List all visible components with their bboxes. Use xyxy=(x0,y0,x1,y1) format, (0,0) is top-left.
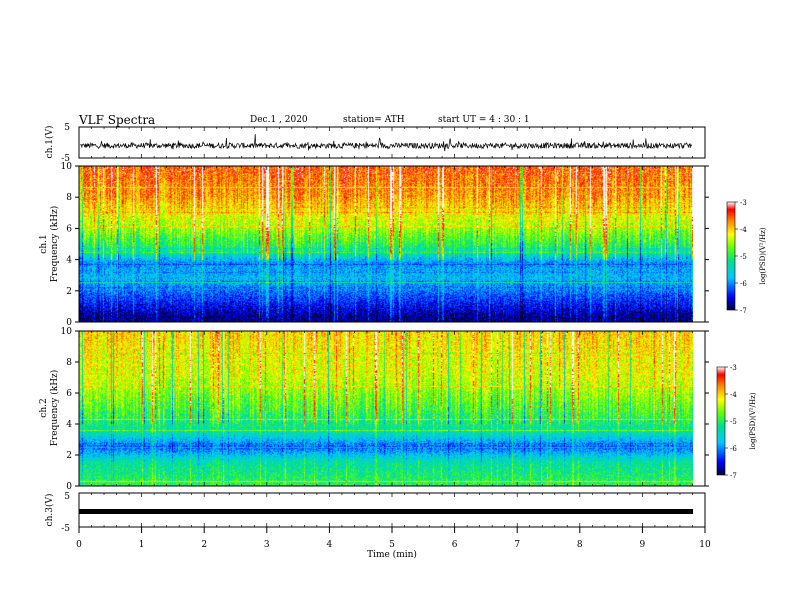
ch2-spectrogram-image xyxy=(79,331,693,486)
ch3-ytick-top: 5 xyxy=(64,492,70,502)
ch1-freq-ylabel: Frequency (kHz) xyxy=(49,206,60,283)
time-tick-label: 2 xyxy=(201,540,207,550)
colorbar-tick-label: -5 xyxy=(730,418,737,426)
freq-tick-label: 2 xyxy=(66,287,72,297)
colorbar-tick-label: -3 xyxy=(740,199,747,207)
colorbar-tick-label: -5 xyxy=(740,253,747,261)
colorbar-tick-label: -7 xyxy=(740,307,747,315)
freq-tick-label: 6 xyxy=(66,224,72,234)
time-axis-label: Time (min) xyxy=(367,549,417,560)
time-tick-label: 3 xyxy=(264,540,270,550)
ch2-freq-ticks: 0 2 4 6 8 10 xyxy=(61,327,709,492)
ch1-spectrogram-image xyxy=(79,166,693,322)
time-tick-label: 10 xyxy=(699,540,711,550)
ch2-colorbar xyxy=(716,366,726,476)
colorbar-tick-label: -6 xyxy=(730,445,737,453)
ch1-waveform-line xyxy=(79,133,693,152)
ch1-colorbar-ticks: -3 -4 -5 -6 -7 xyxy=(735,199,747,315)
ch3-ytick-bottom: -5 xyxy=(61,524,70,534)
ch1-ytick-bottom: -5 xyxy=(61,154,70,164)
ch1-ylabel: ch.1(V) xyxy=(44,126,55,159)
figure-title: VLF Spectra xyxy=(79,113,156,127)
ch2-colorbar-ticks: -3 -4 -5 -6 -7 xyxy=(725,364,737,480)
freq-tick-label: 0 xyxy=(66,318,72,328)
time-tick-label: 7 xyxy=(514,540,520,550)
ch1-spectrogram-channel: ch.1 xyxy=(39,234,49,253)
time-tick-label: 9 xyxy=(640,540,646,550)
ch1-colorbar-label: log(PSD)(V²/Hz) xyxy=(759,227,767,284)
freq-tick-label: 10 xyxy=(61,327,73,337)
start-time-label: start UT = 4 : 30 : 1 xyxy=(438,115,530,125)
freq-tick-label: 6 xyxy=(66,389,72,399)
freq-tick-label: 2 xyxy=(66,451,72,461)
freq-tick-label: 8 xyxy=(66,193,72,203)
ch3-waveform-band xyxy=(79,509,693,514)
time-tick-label: 1 xyxy=(139,540,145,550)
time-tick-label: 6 xyxy=(452,540,458,550)
freq-tick-label: 10 xyxy=(61,162,73,172)
colorbar-tick-label: -3 xyxy=(730,364,737,372)
station-label: station= ATH xyxy=(343,115,405,125)
ch1-waveform-frame xyxy=(78,126,706,159)
freq-tick-label: 0 xyxy=(66,482,72,492)
ch1-colorbar xyxy=(726,201,736,311)
ch3-waveform-panel: 5 -5 ch.3(V) 0 1 2 3 4 5 6 7 8 9 10 Time (min) xyxy=(44,492,711,560)
colorbar-tick-label: -4 xyxy=(730,391,737,399)
ch1-waveform-panel: 5 -5 ch.1(V) xyxy=(44,123,706,164)
time-axis-ticks: 0 1 2 3 4 5 6 7 8 9 10 xyxy=(76,527,711,550)
ch3-ylabel: ch.3(V) xyxy=(44,494,55,527)
time-tick-label: 5 xyxy=(389,540,395,550)
ch1-freq-ticks: 0 2 4 6 8 10 xyxy=(61,162,709,328)
freq-tick-label: 4 xyxy=(66,420,72,430)
freq-tick-label: 8 xyxy=(66,358,72,368)
ch1-ytick-top: 5 xyxy=(64,123,70,133)
colorbar-tick-label: -7 xyxy=(730,472,737,480)
ch2-colorbar-label: log(PSD)(V²/Hz) xyxy=(749,392,757,449)
time-tick-label: 4 xyxy=(327,540,333,550)
panel-edge-ticks xyxy=(78,127,706,527)
ch2-spectrogram-channel: ch.2 xyxy=(39,398,49,417)
time-tick-label: 0 xyxy=(76,540,82,550)
freq-tick-label: 4 xyxy=(66,256,72,266)
colorbar-tick-label: -6 xyxy=(740,280,747,288)
colorbar-tick-label: -4 xyxy=(740,226,747,234)
ch2-freq-ylabel: Frequency (kHz) xyxy=(49,370,60,447)
time-tick-label: 8 xyxy=(577,540,583,550)
date-label: Dec.1 , 2020 xyxy=(250,115,308,125)
